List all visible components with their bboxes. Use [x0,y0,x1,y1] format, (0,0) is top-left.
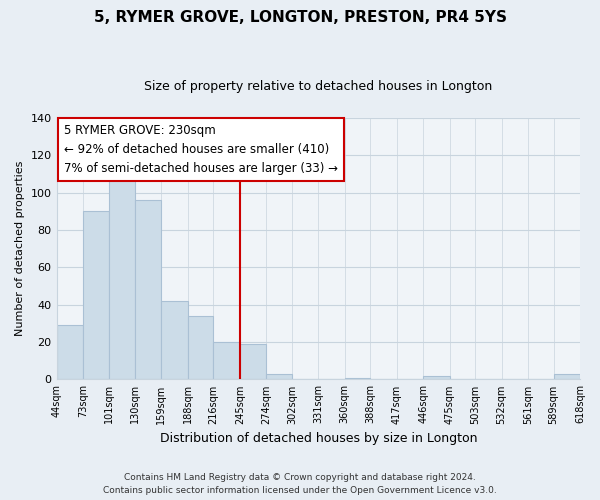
Bar [83,211,109,380]
Title: Size of property relative to detached houses in Longton: Size of property relative to detached ho… [144,80,493,93]
Bar [214,342,240,380]
Bar [161,301,188,380]
Text: Contains HM Land Registry data © Crown copyright and database right 2024.
Contai: Contains HM Land Registry data © Crown c… [103,474,497,495]
X-axis label: Distribution of detached houses by size in Longton: Distribution of detached houses by size … [160,432,477,445]
Bar [56,325,83,380]
Bar [109,172,135,380]
Bar [423,376,449,380]
Text: 5 RYMER GROVE: 230sqm
← 92% of detached houses are smaller (410)
7% of semi-deta: 5 RYMER GROVE: 230sqm ← 92% of detached … [64,124,338,176]
Bar [135,200,161,380]
Bar [240,344,266,380]
Y-axis label: Number of detached properties: Number of detached properties [15,161,25,336]
Bar [554,374,580,380]
Bar [266,374,292,380]
Text: 5, RYMER GROVE, LONGTON, PRESTON, PR4 5YS: 5, RYMER GROVE, LONGTON, PRESTON, PR4 5Y… [94,10,506,25]
Bar [345,378,370,380]
Bar [188,316,214,380]
